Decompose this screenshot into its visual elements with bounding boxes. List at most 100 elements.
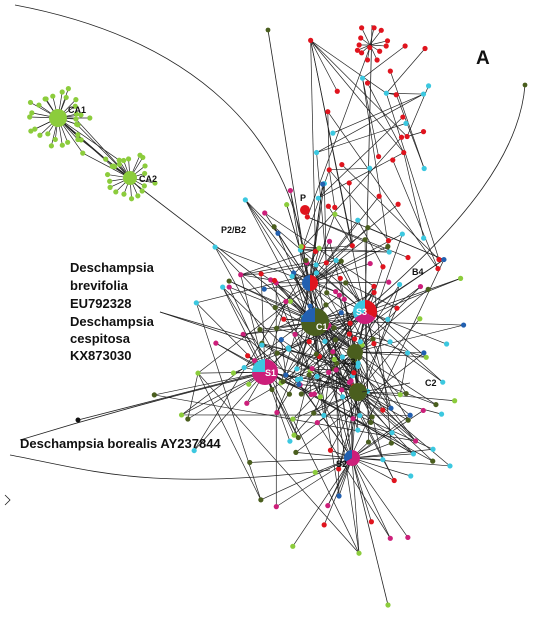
node <box>420 129 427 135</box>
node <box>48 143 54 149</box>
node-sector <box>252 358 266 372</box>
node <box>405 417 411 423</box>
node <box>271 224 277 230</box>
node <box>332 211 338 217</box>
node <box>385 316 391 322</box>
node <box>36 102 42 108</box>
node <box>357 412 363 419</box>
edge <box>76 123 131 179</box>
node <box>350 416 356 422</box>
edge <box>261 260 337 275</box>
edge <box>354 351 401 395</box>
node <box>355 363 361 370</box>
node <box>399 231 405 237</box>
node <box>369 414 375 420</box>
node <box>331 325 337 331</box>
node <box>226 278 232 284</box>
node <box>320 181 326 187</box>
edge <box>341 164 440 260</box>
node <box>273 504 279 510</box>
node <box>265 27 271 33</box>
node <box>401 149 407 156</box>
node <box>385 602 391 608</box>
node <box>349 243 355 249</box>
node-sector <box>301 308 330 337</box>
annotation-line: Deschampsia <box>70 260 155 275</box>
edge <box>389 71 425 169</box>
node <box>116 157 122 163</box>
node <box>316 245 322 251</box>
node <box>393 92 399 98</box>
node <box>323 302 329 308</box>
edge <box>310 40 338 92</box>
edge <box>260 273 266 373</box>
node <box>441 256 447 263</box>
node <box>391 477 397 484</box>
edge <box>270 279 321 397</box>
edge <box>349 333 427 358</box>
node <box>376 193 382 199</box>
edge <box>229 286 316 323</box>
node <box>325 503 331 509</box>
node <box>356 550 362 556</box>
node <box>278 337 284 343</box>
node-label: C3 <box>344 357 356 367</box>
node <box>28 128 34 134</box>
edge <box>285 301 311 372</box>
node <box>50 93 56 99</box>
node <box>359 25 365 31</box>
node <box>73 111 80 117</box>
node-label: S3 <box>356 307 367 317</box>
node <box>311 410 317 416</box>
node <box>397 392 403 398</box>
node <box>123 171 137 185</box>
edge <box>357 308 398 393</box>
node <box>294 366 300 372</box>
node <box>212 244 218 250</box>
node <box>341 296 347 302</box>
edge <box>309 282 350 335</box>
edge <box>351 453 414 459</box>
edge <box>240 273 262 276</box>
node <box>321 522 327 528</box>
node <box>296 381 302 387</box>
node <box>306 339 312 345</box>
edge <box>298 329 320 385</box>
panel-label: A <box>476 48 490 69</box>
node <box>522 82 528 88</box>
node <box>272 304 278 311</box>
node <box>400 114 406 120</box>
edge <box>293 272 443 383</box>
node-label: S2 <box>336 459 347 469</box>
node <box>425 286 431 292</box>
node <box>390 157 396 163</box>
group-annotation: Deschampsia brevifolia EU792328 Deschamp… <box>70 260 155 363</box>
node <box>334 88 340 94</box>
node <box>43 96 49 102</box>
node <box>292 331 298 337</box>
edge <box>193 248 320 451</box>
edge <box>354 289 429 353</box>
edge <box>214 246 414 455</box>
edge <box>285 312 342 376</box>
node <box>330 130 336 136</box>
label-leader <box>159 311 256 341</box>
edge <box>357 391 455 402</box>
node <box>347 320 353 326</box>
node-label: B4 <box>412 267 424 277</box>
node <box>128 196 135 202</box>
edge <box>154 371 266 396</box>
edge <box>309 246 388 284</box>
node <box>324 290 330 296</box>
edge <box>392 159 439 269</box>
node <box>49 109 67 127</box>
node <box>430 458 436 464</box>
node <box>405 534 411 541</box>
edge <box>187 371 266 420</box>
edge <box>295 352 425 453</box>
node <box>238 272 244 278</box>
node <box>421 235 427 241</box>
edge <box>264 212 311 284</box>
node <box>395 201 401 207</box>
node <box>407 412 413 418</box>
